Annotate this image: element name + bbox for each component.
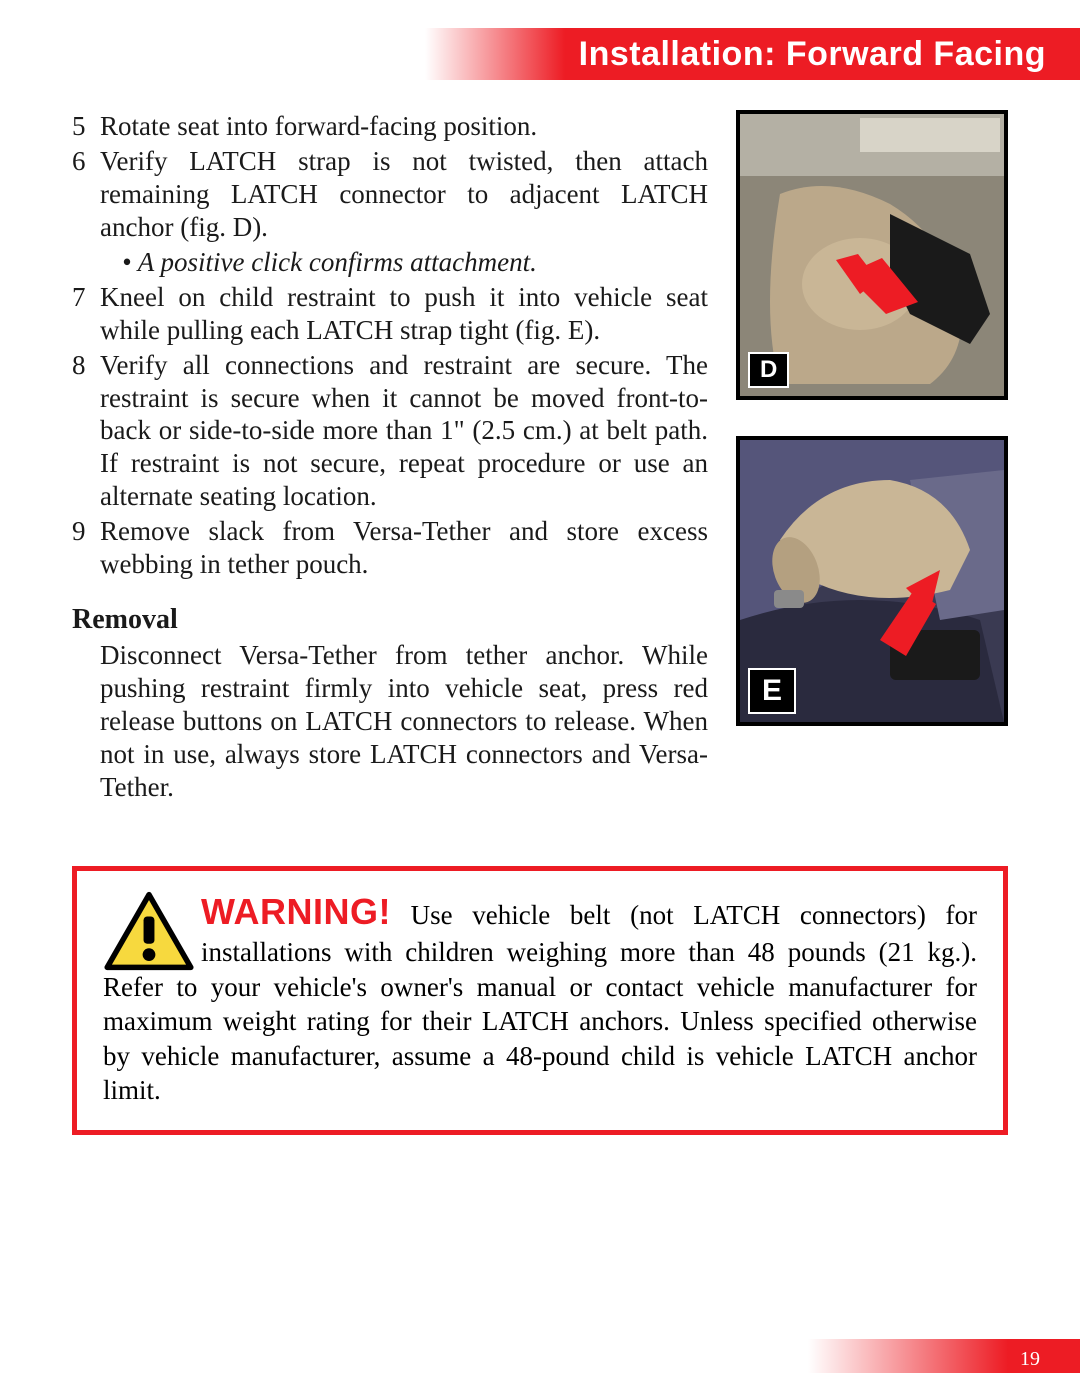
step-5: 5 Rotate seat into forward-facing positi… — [72, 110, 708, 143]
step-6-note: • A positive click confirms attachment. — [72, 246, 708, 279]
header-gradient — [425, 28, 565, 80]
step-number: 8 — [72, 349, 100, 514]
step-8: 8 Verify all connections and restraint a… — [72, 349, 708, 514]
figure-d: D — [736, 110, 1008, 400]
step-number: 6 — [72, 145, 100, 244]
two-column-layout: 5 Rotate seat into forward-facing positi… — [72, 110, 1008, 806]
page-content: 5 Rotate seat into forward-facing positi… — [72, 110, 1008, 1135]
step-number: 7 — [72, 281, 100, 347]
footer-gradient — [808, 1339, 1008, 1373]
figure-column: D E — [736, 110, 1008, 806]
header-title: Installation: Forward Facing — [565, 28, 1080, 80]
step-text: Remove slack from Versa-Tether and store… — [100, 515, 708, 581]
section-header: Installation: Forward Facing — [425, 28, 1080, 80]
step-7: 7 Kneel on child restraint to push it in… — [72, 281, 708, 347]
removal-body-wrap: Disconnect Versa-Tether from tether anch… — [72, 639, 708, 804]
figure-e: E — [736, 436, 1008, 726]
step-text: Verify all connections and restraint are… — [100, 349, 708, 514]
step-text: Kneel on child restraint to push it into… — [100, 281, 708, 347]
step-text: Verify LATCH strap is not twisted, then … — [100, 145, 708, 244]
removal-body: Disconnect Versa-Tether from tether anch… — [100, 639, 708, 804]
figure-e-label: E — [748, 668, 796, 714]
figure-d-label: D — [748, 352, 789, 388]
step-number: 9 — [72, 515, 100, 581]
page-footer: 19 — [808, 1339, 1080, 1373]
step-6: 6 Verify LATCH strap is not twisted, the… — [72, 145, 708, 244]
step-number: 5 — [72, 110, 100, 143]
step-9: 9 Remove slack from Versa-Tether and sto… — [72, 515, 708, 581]
removal-heading: Removal — [72, 603, 708, 637]
warning-word: WARNING! — [201, 891, 391, 932]
warning-icon — [103, 891, 195, 971]
step-text: Rotate seat into forward-facing position… — [100, 110, 708, 143]
page-number: 19 — [1008, 1339, 1080, 1373]
warning-box: WARNING! Use vehicle belt (not LATCH con… — [72, 866, 1008, 1135]
removal-indent — [72, 639, 100, 804]
instruction-text-column: 5 Rotate seat into forward-facing positi… — [72, 110, 708, 806]
